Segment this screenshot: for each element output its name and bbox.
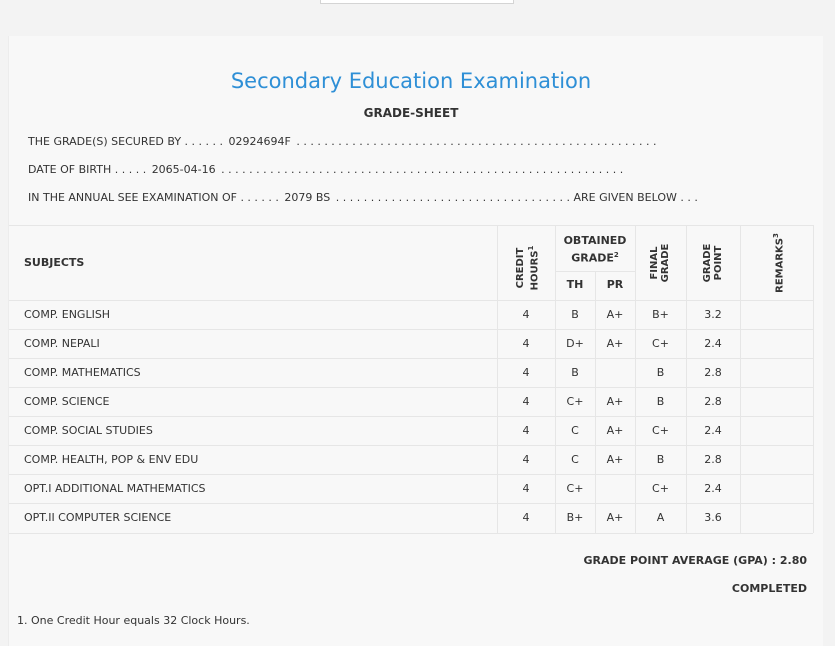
- search-box[interactable]: [320, 0, 514, 4]
- cell-credit: 4: [522, 482, 530, 495]
- grade-sheet: Secondary Education Examination GRADE-SH…: [8, 36, 823, 646]
- dob-label: DATE OF BIRTH . . . . .: [28, 163, 147, 176]
- cell-credit: 4: [522, 511, 530, 524]
- exam-label: IN THE ANNUAL SEE EXAMINATION OF . . . .…: [28, 191, 279, 204]
- cell-final: C+: [652, 337, 669, 350]
- cell-final: B: [656, 395, 665, 408]
- cell-point: 3.2: [704, 308, 722, 321]
- cell-subject: OPT.I ADDITIONAL MATHEMATICS: [24, 482, 206, 495]
- cell-credit: 4: [522, 308, 530, 321]
- cell-th: B+: [566, 511, 584, 524]
- cell-th: C+: [566, 395, 584, 408]
- cell-subject: OPT.II COMPUTER SCIENCE: [24, 511, 172, 524]
- cell-th: B: [571, 366, 579, 379]
- cell-th: D+: [566, 337, 584, 350]
- cell-pr: A+: [606, 395, 624, 408]
- cell-final: C+: [652, 424, 669, 437]
- exam-suffix: ARE GIVEN BELOW . . .: [573, 191, 698, 204]
- cell-pr: A+: [606, 337, 624, 350]
- cell-point: 2.8: [704, 366, 722, 379]
- col-pr: PR: [606, 278, 624, 291]
- cell-final: B: [656, 366, 665, 379]
- gpa-value: GRADE POINT AVERAGE (GPA) : 2.80: [583, 554, 807, 567]
- exam-line: IN THE ANNUAL SEE EXAMINATION OF . . . .…: [28, 191, 698, 204]
- cell-point: 2.8: [704, 453, 722, 466]
- cell-final: B: [656, 453, 665, 466]
- cell-subject: COMP. SOCIAL STUDIES: [24, 424, 153, 437]
- cell-final: C+: [652, 482, 669, 495]
- exam-year: 2079 BS: [284, 191, 331, 204]
- cell-subject: COMP. ENGLISH: [24, 308, 111, 321]
- cell-point: 2.8: [704, 395, 722, 408]
- col-obtained-grade: OBTAINED GRADE2: [563, 234, 627, 265]
- result-status: COMPLETED: [731, 582, 807, 595]
- cell-th: C: [571, 453, 579, 466]
- sheet-subtitle: GRADE-SHEET: [363, 106, 459, 120]
- cell-pr: A+: [606, 453, 624, 466]
- col-grade-point: GRADE POINT: [702, 243, 724, 283]
- col-credit-hours: CREDIT HOURS1: [515, 245, 541, 291]
- cell-th: C: [571, 424, 579, 437]
- secured-by-label: THE GRADE(S) SECURED BY . . . . . .: [28, 135, 224, 148]
- col-th: TH: [566, 278, 584, 291]
- cell-pr: A+: [606, 424, 624, 437]
- cell-point: 2.4: [704, 424, 722, 437]
- cell-credit: 4: [522, 395, 530, 408]
- cell-point: 2.4: [704, 337, 722, 350]
- cell-credit: 4: [522, 337, 530, 350]
- col-subjects: SUBJECTS: [24, 256, 85, 269]
- cell-subject: COMP. SCIENCE: [24, 395, 110, 408]
- cell-subject: COMP. HEALTH, POP & ENV EDU: [24, 453, 199, 466]
- cell-credit: 4: [522, 453, 530, 466]
- cell-credit: 4: [522, 366, 530, 379]
- cell-th: B: [571, 308, 579, 321]
- secured-by-dots: . . . . . . . . . . . . . . . . . . . . …: [296, 135, 657, 148]
- col-remarks: REMARKS3: [772, 233, 786, 293]
- cell-pr: A+: [606, 511, 624, 524]
- dob-value: 2065-04-16: [151, 163, 216, 176]
- exam-title: Secondary Education Examination: [230, 69, 592, 93]
- cell-subject: COMP. NEPALI: [24, 337, 100, 350]
- col-final-grade: FINAL GRADE: [649, 243, 671, 283]
- cell-point: 2.4: [704, 482, 722, 495]
- cell-th: C+: [566, 482, 584, 495]
- cell-final: A: [656, 511, 665, 524]
- cell-point: 3.6: [704, 511, 722, 524]
- dob-line: DATE OF BIRTH . . . . . 2065-04-16 . . .…: [28, 163, 623, 176]
- exam-dots: . . . . . . . . . . . . . . . . . . . . …: [335, 191, 571, 204]
- footnote-credit-hours: 1. One Credit Hour equals 32 Clock Hours…: [17, 614, 250, 627]
- secured-by-line: THE GRADE(S) SECURED BY . . . . . . 0292…: [28, 135, 657, 148]
- cell-subject: COMP. MATHEMATICS: [24, 366, 141, 379]
- symbol-number: 02924694F: [228, 135, 291, 148]
- cell-credit: 4: [522, 424, 530, 437]
- dob-dots: . . . . . . . . . . . . . . . . . . . . …: [221, 163, 624, 176]
- cell-pr: A+: [606, 308, 624, 321]
- cell-final: B+: [652, 308, 669, 321]
